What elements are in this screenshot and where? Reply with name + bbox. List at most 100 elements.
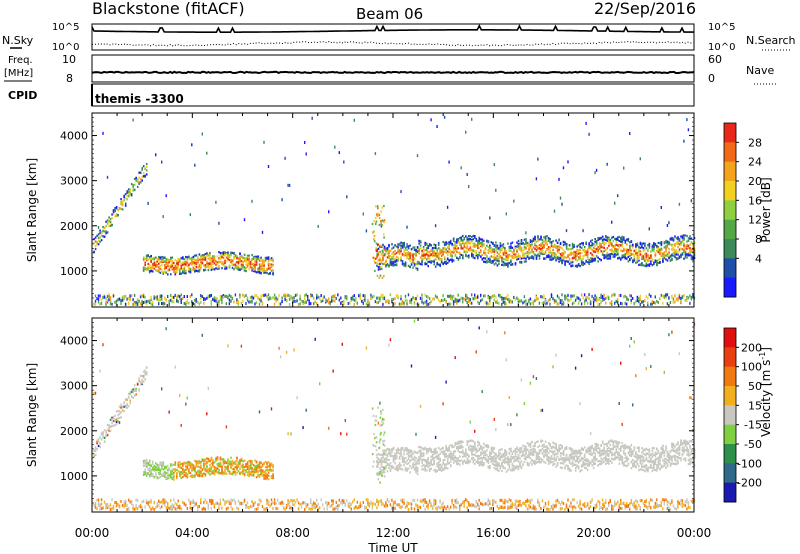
radar-cell <box>445 262 447 265</box>
radar-cell <box>424 243 426 247</box>
radar-cell <box>231 263 234 266</box>
radar-cell <box>186 474 189 477</box>
radar-cell <box>642 264 645 267</box>
radar-cell <box>188 264 190 267</box>
radar-cell <box>611 303 613 306</box>
radar-cell <box>246 462 249 466</box>
radar-cell <box>374 152 377 156</box>
radar-cell <box>185 255 187 259</box>
radar-cell <box>195 460 198 463</box>
radar-cell <box>547 255 550 258</box>
radar-cell <box>397 258 399 261</box>
radar-cell <box>690 237 693 240</box>
radar-cell <box>266 465 268 468</box>
radar-cell <box>647 254 649 257</box>
radar-cell <box>463 297 465 301</box>
radar-cell <box>645 262 648 265</box>
radar-cell <box>162 472 165 476</box>
radar-cell <box>249 466 252 469</box>
radar-cell <box>144 473 146 476</box>
radar-cell <box>431 253 434 256</box>
radar-cell <box>498 256 500 259</box>
radar-cell <box>177 470 180 473</box>
radar-cell <box>523 257 526 260</box>
radar-cell <box>233 468 235 471</box>
radar-cell <box>601 250 604 253</box>
radar-cell <box>201 507 203 511</box>
radar-cell <box>520 260 523 264</box>
colorbar-tick-label: 24 <box>748 156 762 169</box>
radar-cell <box>284 156 286 160</box>
radar-cell <box>523 246 526 249</box>
radar-cell <box>468 238 470 241</box>
radar-cell <box>407 245 410 248</box>
radar-cell <box>443 243 446 247</box>
radar-cell <box>678 248 681 251</box>
radar-cell <box>516 241 518 244</box>
radar-cell <box>605 301 607 305</box>
radar-cell <box>117 298 119 302</box>
radar-cell <box>583 299 586 303</box>
radar-cell <box>388 245 390 248</box>
radar-cell <box>129 402 131 405</box>
radar-cell <box>392 252 395 255</box>
radar-cell <box>307 298 309 302</box>
radar-cell <box>266 506 268 510</box>
radar-cell <box>186 396 188 400</box>
radar-cell <box>531 243 533 246</box>
radar-cell <box>598 247 601 250</box>
radar-cell <box>260 272 262 275</box>
radar-cell <box>603 250 605 253</box>
radar-cell <box>579 246 581 249</box>
radar-cell <box>173 468 175 471</box>
radar-cell <box>579 298 581 302</box>
radar-cell <box>648 242 651 245</box>
radar-cell <box>123 405 125 408</box>
colorbar-swatch <box>724 181 736 201</box>
radar-cell <box>644 249 646 252</box>
radar-cell <box>659 261 661 264</box>
radar-cell <box>433 251 435 254</box>
radar-cell <box>222 295 225 299</box>
radar-cell <box>249 296 252 299</box>
radar-cell <box>498 293 500 297</box>
radar-cell <box>239 255 241 258</box>
radar-cell <box>176 507 178 511</box>
radar-cell <box>686 256 688 259</box>
radar-cell <box>416 302 419 306</box>
radar-cell <box>171 470 174 473</box>
radar-cell <box>588 262 590 265</box>
radar-cell <box>522 301 524 305</box>
radar-cell <box>603 238 605 241</box>
radar-cell <box>617 236 619 239</box>
radar-cell <box>218 462 220 465</box>
radar-cell <box>535 240 538 243</box>
radar-cell <box>522 242 524 245</box>
radar-cell <box>218 300 220 303</box>
radar-cell <box>248 257 250 260</box>
radar-cell <box>678 242 681 245</box>
radar-cell <box>216 297 219 301</box>
radar-cell <box>686 118 688 122</box>
radar-cell <box>552 297 554 301</box>
radar-cell <box>454 297 456 301</box>
radar-cell <box>206 262 208 265</box>
radar-cell <box>142 370 145 373</box>
radar-cell <box>167 260 169 263</box>
radar-cell <box>218 251 220 254</box>
radar-cell <box>132 390 134 393</box>
radar-cell <box>174 293 176 297</box>
radar-cell <box>255 476 258 479</box>
radar-cell <box>117 213 119 217</box>
radar-cell <box>415 267 417 270</box>
radar-cell <box>124 193 127 196</box>
radar-cell <box>490 248 493 251</box>
radar-cell <box>264 293 267 297</box>
radar-cell <box>672 254 675 257</box>
radar-cell <box>215 200 217 204</box>
radar-cell <box>168 299 170 303</box>
radar-cell <box>556 241 559 244</box>
radar-cell <box>179 472 181 475</box>
radar-cell <box>260 259 262 262</box>
radar-cell <box>589 260 592 263</box>
